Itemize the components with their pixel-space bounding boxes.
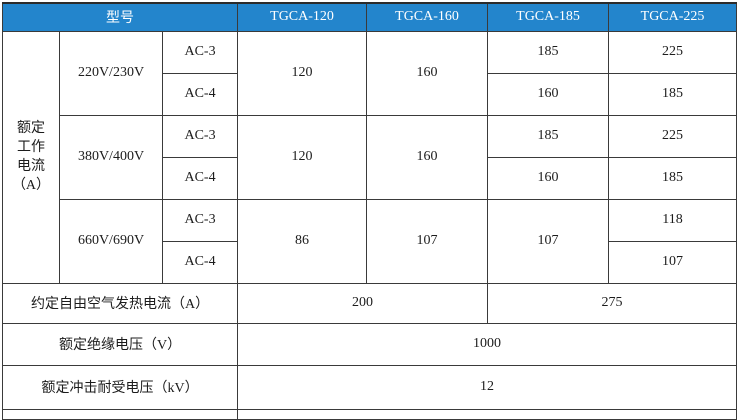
ac3-cell-660: AC-3: [161, 198, 239, 242]
header-model-tgca-160: TGCA-160: [366, 2, 489, 32]
ac4-cell-380: AC-4: [161, 156, 239, 200]
row-660-ac3: 660V/690V AC-3 86 107 107 118: [3, 198, 738, 284]
row-rated-impulse-withstand-voltage: 额定冲击耐受电压（kV） 12: [1, 364, 738, 410]
row-660-ac4: AC-4 107: [3, 240, 738, 284]
value-380-tgca225-ac3: 225: [608, 114, 738, 158]
value-220-tgca160: 160: [366, 30, 489, 116]
value-220-tgca185-ac4: 160: [487, 72, 610, 116]
voltage-cell-380-400: 380V/400V: [59, 114, 163, 200]
rated-insulation-voltage-label: 额定绝缘电压（V）: [1, 322, 239, 366]
free-air-thermal-current-label: 约定自由空气发热电流（A）: [1, 282, 239, 324]
rated-insulation-voltage-value: 1000: [237, 322, 738, 366]
row-free-air-thermal-current: 约定自由空气发热电流（A） 200 275: [1, 282, 738, 324]
row-220-ac3: 额定 工作 电流 （A） 220V/230V AC-3 120 160 185 …: [2, 30, 738, 284]
header-model-tgca-185: TGCA-185: [487, 2, 610, 32]
value-380-tgca160: 160: [366, 114, 489, 200]
ac3-cell-380: AC-3: [161, 114, 239, 158]
free-air-thermal-current-value-large: 275: [487, 282, 738, 324]
value-380-tgca185-ac4: 160: [487, 156, 610, 200]
rated-impulse-withstand-voltage-label: 额定冲击耐受电压（kV）: [1, 364, 239, 410]
value-660-tgca185: 107: [487, 198, 610, 284]
row-380-ac4: AC-4 160 185: [3, 156, 738, 200]
row-rated-insulation-voltage: 额定绝缘电压（V） 1000: [1, 322, 738, 366]
value-660-tgca225-ac3: 118: [608, 198, 738, 242]
value-380-tgca225-ac4: 185: [608, 156, 738, 200]
value-380-tgca185-ac3: 185: [487, 114, 610, 158]
value-220-tgca120: 120: [237, 30, 368, 116]
ac4-cell-220: AC-4: [161, 72, 239, 116]
ac4-cell-660: AC-4: [161, 240, 239, 284]
header-model-tgca-120: TGCA-120: [237, 2, 368, 32]
value-380-tgca120: 120: [237, 114, 368, 200]
row-380-ac3: 380V/400V AC-3 120 160 185 225: [3, 114, 738, 200]
voltage-cell-220-230: 220V/230V: [59, 30, 163, 116]
free-air-thermal-current-value-small: 200: [237, 282, 489, 324]
rated-impulse-withstand-voltage-value: 12: [237, 364, 738, 410]
value-220-tgca225-ac4: 185: [608, 72, 738, 116]
header-model-label: 型号: [1, 2, 239, 32]
value-660-tgca225-ac4: 107: [608, 240, 738, 284]
value-220-tgca225-ac3: 225: [608, 30, 738, 74]
row-220-ac4: AC-4 160 185: [3, 72, 738, 116]
value-220-tgca185-ac3: 185: [487, 30, 610, 74]
ac3-cell-220: AC-3: [161, 30, 239, 74]
header-model-tgca-225: TGCA-225: [608, 2, 738, 32]
value-660-tgca120: 86: [237, 198, 368, 284]
voltage-cell-660-690: 660V/690V: [59, 198, 163, 284]
header-row: 型号 TGCA-120 TGCA-160 TGCA-185 TGCA-225: [1, 2, 738, 32]
value-660-tgca160: 107: [366, 198, 489, 284]
rated-current-label: 额定 工作 电流 （A）: [2, 30, 60, 284]
